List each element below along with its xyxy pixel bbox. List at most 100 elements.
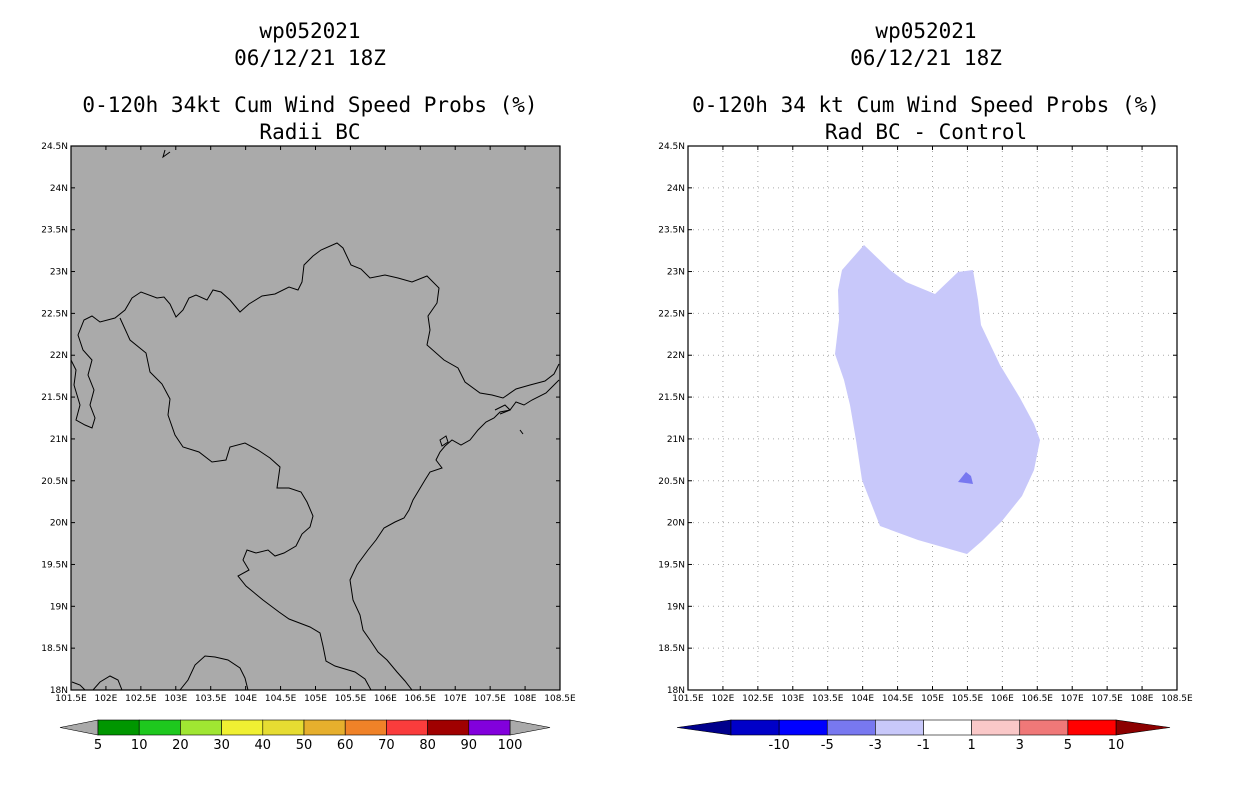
lon-tick-label: 108.5E (544, 694, 576, 704)
lat-tick-label: 23.5N (658, 226, 685, 236)
colorbar-label: 70 (378, 738, 395, 753)
lon-tick-label: 105E (921, 694, 944, 704)
lat-tick-label: 20N (50, 519, 68, 529)
lon-tick-label: 102E (94, 694, 117, 704)
lat-tick-label: 18N (50, 686, 68, 696)
colorbar-swatch (778, 719, 828, 736)
right-storm-id: wp052021 (875, 19, 977, 43)
colorbar-label: 20 (172, 738, 189, 753)
lon-tick-label: 103E (781, 694, 804, 704)
lat-tick-label: 20N (667, 519, 685, 529)
colorbar-swatch (427, 719, 470, 736)
colorbar-swatch (97, 719, 140, 736)
lon-tick-label: 104E (234, 694, 257, 704)
colorbar-label: 100 (498, 738, 523, 753)
right-product-title: 0-120h 34 kt Cum Wind Speed Probs (%) (692, 93, 1160, 117)
colorbar-swatch (1019, 719, 1069, 736)
left-subtitle: Radii BC (259, 120, 361, 144)
left-lon-ticks: 101.5E 102E 102.5E 103E 103.5E 104E 104.5E 105E… (55, 146, 576, 704)
colorbar-swatch (875, 719, 924, 736)
lon-tick-label: 107E (444, 694, 467, 704)
right-title-block: wp052021 06/12/21 18Z 0-120h 34 kt Cum W… (676, 18, 1176, 146)
lat-tick-label: 18.5N (41, 644, 68, 654)
lon-tick-label: 101.5E (672, 694, 704, 704)
colorbar-label: 1 (967, 738, 975, 753)
lon-tick-label: 101.5E (55, 694, 87, 704)
lon-tick-label: 103.5E (195, 694, 227, 704)
left-colorbar: 5 10 20 30 40 50 60 70 80 90 100 (59, 719, 551, 753)
colorbar-swatch (971, 719, 1021, 736)
colorbar-swatch (221, 719, 264, 736)
colorbar-swatch (180, 719, 222, 736)
colorbar-label: -1 (917, 738, 930, 753)
lat-tick-label: 23.5N (41, 226, 68, 236)
lon-tick-label: 106E (991, 694, 1014, 704)
lat-tick-label: 20.5N (41, 477, 68, 487)
colorbar-label: -3 (869, 738, 882, 753)
lon-tick-label: 105.5E (335, 694, 367, 704)
colorbar-label: 5 (94, 738, 102, 753)
colorbar-label: 5 (1064, 738, 1072, 753)
lat-tick-label: 19N (667, 602, 685, 612)
lon-tick-label: 108E (514, 694, 537, 704)
lat-tick-label: 21.5N (41, 393, 68, 403)
colorbar-swatch (730, 719, 780, 736)
lat-tick-label: 19N (50, 602, 68, 612)
colorbar-low-end (676, 719, 732, 736)
lon-tick-label: 107.5E (1091, 694, 1123, 704)
left-datetime: 06/12/21 18Z (234, 46, 386, 70)
lat-tick-label: 24N (667, 184, 685, 194)
colorbar-swatch (303, 719, 346, 736)
lon-tick-label: 104E (851, 694, 874, 704)
left-probability-field (71, 146, 560, 690)
lat-tick-label: 21N (667, 435, 685, 445)
lon-tick-label: 104.5E (882, 694, 914, 704)
colorbar-swatch (826, 719, 876, 736)
colorbar-label: 80 (419, 738, 436, 753)
left-storm-id: wp052021 (259, 19, 361, 43)
colorbar-swatch (262, 719, 305, 736)
lon-tick-label: 108E (1131, 694, 1154, 704)
lat-tick-label: 23N (667, 268, 685, 278)
lon-tick-label: 106.5E (1022, 694, 1054, 704)
colorbar-label: 40 (255, 738, 272, 753)
colorbar-label: 10 (131, 738, 148, 753)
lon-tick-label: 107.5E (474, 694, 506, 704)
lat-tick-label: 22N (667, 351, 685, 361)
colorbar-swatch (386, 719, 428, 736)
lat-tick-label: 21.5N (658, 393, 685, 403)
lat-tick-label: 24.5N (41, 142, 68, 152)
difference-region-minus3-to-minus5 (958, 472, 973, 484)
lat-tick-label: 21N (50, 435, 68, 445)
lon-tick-label: 106.5E (405, 694, 437, 704)
right-subtitle: Rad BC - Control (824, 120, 1028, 144)
lon-tick-label: 106E (374, 694, 397, 704)
lon-tick-label: 103E (164, 694, 187, 704)
lon-tick-label: 104.5E (265, 694, 297, 704)
colorbar-swatch (1067, 719, 1117, 736)
lon-tick-label: 105.5E (952, 694, 984, 704)
colorbar-label: 50 (296, 738, 313, 753)
left-title-block: wp052021 06/12/21 18Z 0-120h 34kt Cum Wi… (60, 18, 560, 146)
lon-tick-label: 103.5E (812, 694, 844, 704)
lat-tick-label: 24N (50, 184, 68, 194)
colorbar-swatch (923, 719, 972, 736)
left-lat-ticks: 24.5N 24N 23.5N 23N 22.5N 22N 21.5N 21N 20.5N 20N… (41, 142, 560, 696)
right-lat-ticks: 24.5N 24N 23.5N 23N 22.5N 22N 21.5N 21N 20.5N 20N… (658, 142, 1177, 696)
lat-tick-label: 18N (667, 686, 685, 696)
lon-tick-label: 105E (304, 694, 327, 704)
lat-tick-label: 22.5N (41, 309, 68, 319)
colorbar-label: 30 (213, 738, 230, 753)
colorbar-high-end (509, 719, 551, 736)
difference-region-minus1-to-minus3 (835, 245, 1040, 554)
right-gridlines (688, 146, 1177, 690)
lat-tick-label: 19.5N (658, 560, 685, 570)
colorbar-label: -10 (769, 738, 790, 753)
right-datetime: 06/12/21 18Z (850, 46, 1002, 70)
lat-tick-label: 19.5N (41, 560, 68, 570)
lat-tick-label: 18.5N (658, 644, 685, 654)
lon-tick-label: 107E (1061, 694, 1084, 704)
lat-tick-label: 22N (50, 351, 68, 361)
colorbar-label: 3 (1016, 738, 1024, 753)
lat-tick-label: 20.5N (658, 477, 685, 487)
